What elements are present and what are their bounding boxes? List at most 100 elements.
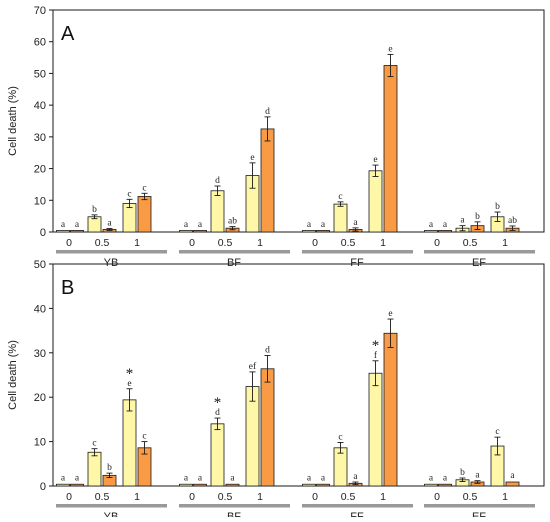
panel-a-dose-label: 0.5 — [218, 237, 233, 249]
panel-b-sig-letter: c — [338, 432, 342, 442]
panel-b-bar — [225, 483, 240, 487]
panel-b-sig-letter: b — [107, 463, 112, 473]
panel-a-dose-label: 1 — [502, 237, 508, 249]
panel-b-bar — [383, 332, 398, 487]
panel-b-letter: B — [61, 277, 74, 299]
panel-a-dose-label: 0 — [66, 237, 72, 249]
panel-a-sig-letter: a — [460, 216, 465, 226]
panel-b-bar — [368, 372, 383, 487]
panel-a-letter: A — [61, 23, 75, 45]
panel-a-sig-letter: a — [75, 220, 80, 230]
panel-a-sig-letter: c — [338, 192, 342, 202]
panel-a-group-label: BF — [227, 257, 241, 269]
panel-a-bar — [302, 230, 316, 233]
panel-a-group-underline — [302, 250, 413, 254]
panel-b-bar — [260, 368, 275, 487]
panel-b-ytick-label: 20 — [34, 392, 46, 404]
panel-b-group-label: FF — [350, 511, 364, 517]
panel-b-group-label: YB — [104, 511, 119, 517]
panel-b-ytick-label: 0 — [40, 481, 46, 493]
panel-b-bar — [302, 483, 316, 487]
panel-a-sig-letter: d — [215, 176, 220, 186]
panel-b-sig-letter: a — [307, 473, 312, 483]
panel-a-ytick-label: 40 — [34, 100, 46, 112]
panel-a-group-underline — [179, 250, 290, 254]
panel-b-dose-label: 1 — [502, 491, 508, 503]
panel-b-sig-letter: a — [321, 473, 326, 483]
panel-b-dose-label: 1 — [134, 491, 140, 503]
panel-b-bar — [316, 483, 330, 487]
panel-b-group-underline — [56, 504, 167, 508]
panel-b-sig-letter: a — [353, 472, 358, 482]
panel-b-bar — [87, 451, 102, 487]
panel-a-sig-letter: e — [388, 44, 392, 54]
panel-a-bar — [56, 230, 70, 233]
panel-a-ytick-label: 30 — [34, 132, 46, 144]
panel-a-ytick-label: 10 — [34, 195, 46, 207]
panel-b-ytick-label: 50 — [34, 259, 46, 271]
panel-b-ytick-label: 10 — [34, 437, 46, 449]
panel-b-sig-star: * — [214, 395, 222, 411]
panel-a-bar — [383, 65, 398, 233]
panel-b-sig-letter: f — [374, 350, 378, 361]
panel-b-sig-letter: a — [443, 473, 448, 483]
panel-b-bar — [193, 483, 207, 487]
panel-b-sig-letter: a — [475, 471, 480, 481]
panel-a-bar — [260, 128, 275, 233]
panel-b-bar — [438, 483, 452, 487]
panel-b-group-label: BF — [227, 511, 241, 517]
panel-a-bar — [210, 190, 225, 233]
panel-a-ytick-label: 60 — [34, 37, 46, 49]
panel-b-ytick-label: 30 — [34, 348, 46, 360]
panel-b-sig-letter: ef — [249, 361, 257, 372]
panel-a-sig-letter: b — [92, 205, 97, 215]
panel-a-bar — [70, 230, 84, 233]
panel-a-sig-letter: a — [353, 218, 358, 228]
panel-b-bar — [122, 399, 137, 487]
panel-b-sig-letter: a — [61, 473, 66, 483]
panel-b-frame — [52, 263, 545, 487]
panel-a-bar — [316, 230, 330, 233]
panel-a-ytick-label: 20 — [34, 164, 46, 176]
panel-b-group-underline — [302, 504, 413, 508]
panel-a-sig-letter: ab — [508, 216, 517, 226]
panel-b-dose-label: 0.5 — [218, 491, 233, 503]
panel-a-sig-letter: d — [265, 107, 270, 117]
panel-b-ytick-label: 40 — [34, 303, 46, 315]
panel-a-dose-label: 0.5 — [341, 237, 356, 249]
panel-a-group-label: EF — [472, 257, 486, 269]
panel-b-sig-letter: a — [75, 473, 80, 483]
panel-a-sig-letter: a — [198, 220, 203, 230]
panel-b-sig-letter: e — [127, 379, 131, 389]
panel-b-group-label: EF — [472, 511, 486, 517]
panel-b-bar — [424, 483, 438, 487]
panel-b-sig-letter: a — [510, 471, 515, 481]
panel-b-bar — [505, 481, 520, 487]
panel-b-bar — [179, 483, 193, 487]
panel-b-sig-letter: a — [230, 473, 235, 483]
panel-b-sig-star: * — [126, 366, 134, 382]
panel-a-sig-letter: c — [142, 183, 146, 193]
panel-b-dose-label: 0 — [66, 491, 72, 503]
panel-a-dose-label: 1 — [380, 237, 386, 249]
panel-a-dose-label: 0 — [434, 237, 440, 249]
panel-a-sig-letter: a — [429, 220, 434, 230]
panel-a-sig-letter: a — [184, 220, 189, 230]
panel-a-group-underline — [56, 250, 167, 254]
panel-b-dose-label: 0 — [434, 491, 440, 503]
panel-a-ytick-label: 50 — [34, 68, 46, 80]
panel-a-bar — [193, 230, 207, 233]
panel-a-sig-letter: a — [307, 220, 312, 230]
panel-b-sig-letter: d — [215, 408, 220, 418]
panel-a-bar — [137, 196, 152, 233]
panel-b-dose-label: 0.5 — [463, 491, 478, 503]
panel-b-dose-label: 1 — [257, 491, 263, 503]
panel-b-group-underline — [179, 504, 290, 508]
panel-a-bar — [424, 230, 438, 233]
panel-b-sig-star: * — [372, 338, 380, 354]
panel-a-sig-letter: ab — [228, 217, 237, 227]
panel-b-sig-letter: a — [184, 473, 189, 483]
panel-a-group-label: YB — [104, 257, 119, 269]
panel-a-sig-letter: a — [321, 220, 326, 230]
